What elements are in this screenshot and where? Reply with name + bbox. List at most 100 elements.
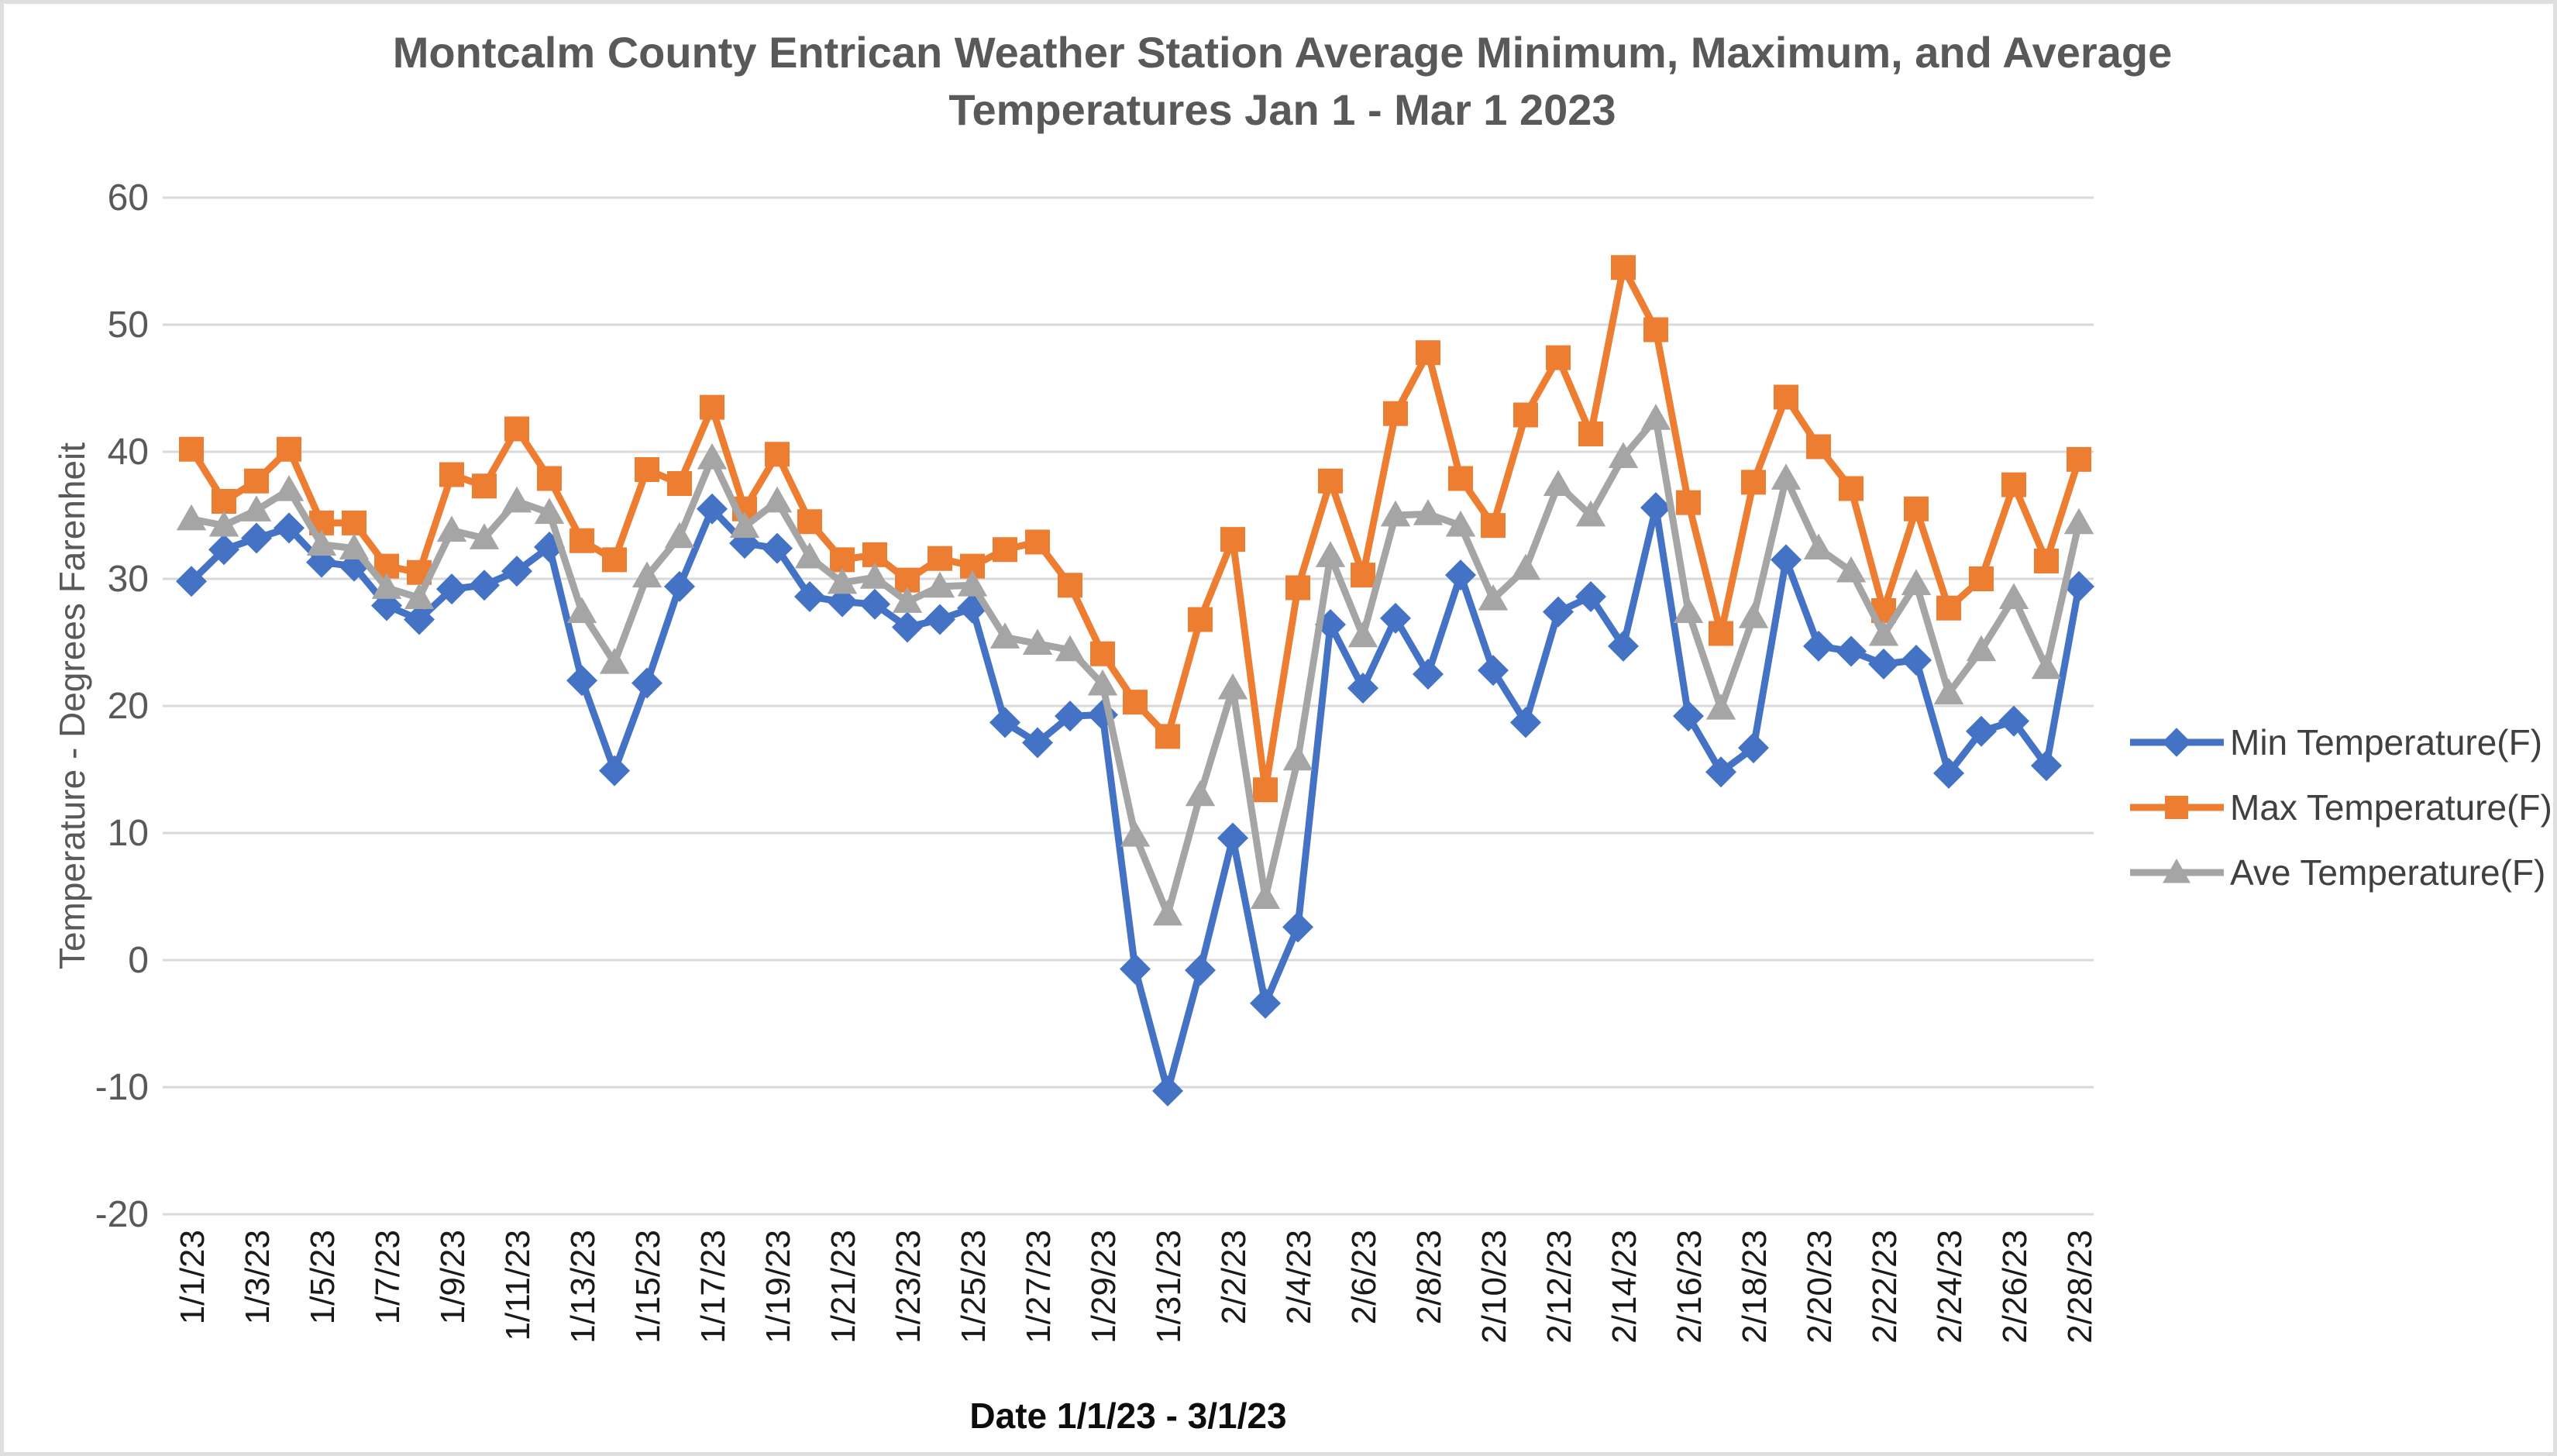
- triangle-marker: [1868, 619, 1899, 646]
- triangle-marker: [697, 443, 728, 470]
- diamond-marker: [501, 556, 532, 587]
- triangle-marker: [1705, 694, 1736, 720]
- square-marker: [179, 436, 204, 462]
- square-marker: [1806, 434, 1831, 460]
- square-marker: [439, 462, 464, 487]
- x-tick-label: 1/5/23: [304, 1230, 342, 1324]
- y-tick-label: 20: [108, 686, 149, 727]
- diamond-marker: [989, 707, 1020, 738]
- square-marker: [1936, 595, 1961, 621]
- square-marker: [1676, 490, 1701, 515]
- y-tick-label: 40: [108, 432, 149, 473]
- x-tick-label: 1/1/23: [174, 1230, 212, 1324]
- x-tick-label: 2/8/23: [1410, 1230, 1448, 1324]
- diamond-marker: [1575, 580, 1606, 612]
- diamond-marker: [1185, 955, 1216, 986]
- diamond-marker: [1152, 1075, 1183, 1107]
- y-tick-label: 0: [128, 940, 149, 981]
- square-marker: [212, 488, 236, 514]
- y-tick-label: -10: [95, 1067, 149, 1108]
- diamond-marker: [827, 586, 858, 618]
- diamond-marker: [2063, 570, 2094, 602]
- square-marker: [1285, 575, 1310, 601]
- x-tick-label: 2/12/23: [1540, 1230, 1578, 1344]
- x-axis-title: Date 1/1/23 - 3/1/23: [969, 1396, 1287, 1436]
- triangle-marker: [1738, 602, 1769, 628]
- diamond-marker: [1250, 987, 1281, 1019]
- triangle-marker: [1640, 404, 1671, 430]
- diamond-marker: [1055, 700, 1086, 732]
- triangle-marker: [1966, 635, 1997, 662]
- triangle-legend-key-icon: [2130, 859, 2224, 883]
- diamond-marker: [1022, 727, 1053, 759]
- diamond-marker: [1510, 707, 1541, 738]
- diamond-marker: [924, 604, 955, 635]
- triangle-marker: [1055, 635, 1086, 662]
- triangle-marker: [1250, 883, 1281, 910]
- triangle-marker: [924, 571, 955, 598]
- square-marker: [374, 553, 399, 579]
- triangle-marker: [1022, 628, 1053, 656]
- diamond-marker: [1413, 659, 1444, 690]
- diamond-marker: [1966, 715, 1997, 747]
- square-marker: [1025, 529, 1050, 555]
- x-tick-label: 2/22/23: [1866, 1230, 1904, 1344]
- triangle-marker: [762, 486, 793, 513]
- square-marker: [862, 542, 887, 567]
- triangle-marker: [371, 573, 402, 599]
- triangle-marker: [176, 504, 207, 531]
- square-marker: [1220, 527, 1245, 552]
- chart-title-line2: Temperatures Jan 1 - Mar 1 2023: [948, 85, 1616, 134]
- square-marker: [927, 546, 952, 571]
- y-tick-label: -20: [95, 1194, 149, 1235]
- diamond-marker: [566, 665, 597, 697]
- triangle-marker: [241, 495, 272, 521]
- square-marker: [504, 416, 529, 442]
- chart-title-line1: Montcalm County Entrican Weather Station…: [392, 28, 2173, 77]
- diamond-marker: [274, 512, 305, 544]
- series-line-min-temperature-f-: [188, 504, 2083, 1095]
- triangle-marker: [306, 529, 337, 556]
- triangle-marker: [534, 497, 565, 525]
- triangle-marker: [501, 486, 532, 513]
- y-tick-label: 50: [108, 305, 149, 346]
- triangle-marker: [1575, 500, 1606, 527]
- square-marker: [1513, 402, 1538, 428]
- x-tick-label: 2/6/23: [1345, 1230, 1383, 1324]
- square-marker: [700, 394, 724, 420]
- diamond-marker: [1933, 757, 1964, 789]
- triangle-marker: [469, 523, 500, 549]
- x-tick-label: 2/26/23: [1996, 1230, 2034, 1344]
- diamond-marker: [1901, 644, 1932, 676]
- x-tick-label: 2/14/23: [1605, 1230, 1643, 1344]
- square-marker: [2067, 446, 2091, 472]
- diamond-marker: [859, 588, 890, 620]
- triangle-marker: [989, 622, 1020, 649]
- square-marker: [1546, 345, 1571, 370]
- x-tick-label: 2/16/23: [1671, 1230, 1709, 1344]
- legend-item-min-temperature-f-: Min Temperature(F): [2129, 718, 2542, 767]
- diamond-marker: [1640, 492, 1671, 524]
- x-tick-label: 2/20/23: [1801, 1230, 1839, 1344]
- triangle-marker: [1608, 442, 1639, 468]
- triangle-marker: [1673, 597, 1704, 624]
- diamond-marker: [1738, 732, 1769, 764]
- diamond-marker: [1217, 822, 1248, 854]
- triangle-marker: [1152, 899, 1183, 926]
- triangle-marker: [632, 561, 662, 588]
- triangle-marker: [729, 511, 760, 539]
- square-marker: [765, 442, 790, 467]
- diamond-marker: [436, 573, 467, 605]
- x-tick-label: 1/31/23: [1150, 1230, 1188, 1344]
- square-marker: [1578, 422, 1603, 447]
- diamond-marker: [1380, 602, 1411, 634]
- diamond-marker: [697, 493, 728, 525]
- square-marker: [1709, 621, 1733, 646]
- legend-item-label: Min Temperature(F): [2230, 722, 2543, 762]
- square-marker: [1383, 401, 1408, 426]
- square-marker: [1904, 496, 1929, 521]
- diamond-marker: [892, 611, 923, 643]
- triangle-marker: [339, 533, 370, 560]
- diamond-marker: [1543, 596, 1574, 628]
- triangle-marker: [208, 510, 239, 537]
